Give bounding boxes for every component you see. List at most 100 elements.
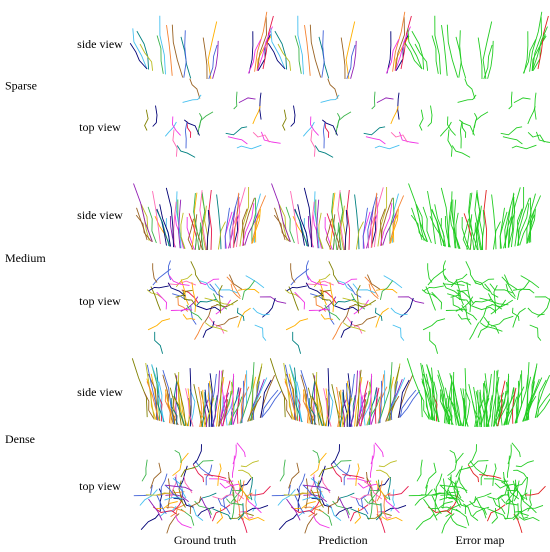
branch (483, 316, 500, 334)
branch (439, 389, 447, 424)
branch (339, 392, 344, 428)
branch (227, 136, 248, 145)
branch (468, 384, 478, 428)
branch (318, 467, 334, 478)
branch (385, 395, 400, 422)
branch (443, 275, 465, 286)
branch (382, 209, 398, 246)
branch (259, 92, 262, 120)
branch (505, 479, 517, 503)
branch (370, 194, 379, 248)
branch (448, 201, 452, 248)
branch (390, 214, 399, 244)
branch (308, 503, 325, 517)
branch (434, 15, 441, 75)
branch (375, 503, 382, 521)
branch (217, 221, 226, 250)
branch (479, 304, 494, 323)
branch (414, 489, 433, 506)
branch (193, 193, 198, 250)
branch (245, 275, 265, 289)
branch (218, 369, 224, 427)
branch (239, 187, 250, 247)
branch (229, 193, 240, 249)
branch (449, 373, 462, 426)
branch (440, 187, 449, 248)
branch (450, 191, 457, 249)
branch (469, 322, 480, 340)
branch (156, 501, 178, 510)
branch (371, 192, 378, 248)
branch (166, 506, 186, 513)
branch (256, 26, 273, 72)
branch (500, 126, 523, 136)
branch (426, 364, 439, 422)
branch (304, 513, 318, 534)
branch (180, 467, 196, 478)
branch (427, 191, 436, 245)
branch (466, 282, 472, 313)
branch (159, 15, 166, 75)
branch (249, 485, 271, 496)
branch (383, 492, 391, 515)
branch (520, 275, 540, 289)
branch (325, 218, 332, 250)
branch (187, 388, 191, 427)
branch (408, 183, 428, 242)
branch (166, 25, 173, 76)
branch (498, 485, 509, 509)
branch (347, 283, 362, 298)
tree-image (404, 11, 549, 80)
tree-image (267, 11, 412, 80)
branch (210, 373, 217, 427)
branch (479, 297, 509, 306)
branch (408, 484, 428, 497)
branch (469, 460, 488, 477)
branch (271, 183, 291, 242)
branch (192, 444, 202, 465)
branch (182, 314, 196, 320)
branch (302, 484, 318, 499)
branch (283, 362, 293, 420)
branch (526, 197, 532, 244)
branch (337, 278, 358, 286)
branch (439, 121, 452, 137)
branch (527, 307, 545, 316)
branch (477, 320, 490, 338)
branch (447, 478, 462, 499)
branch (516, 203, 530, 246)
branch (223, 485, 234, 509)
branch (374, 144, 400, 150)
branch (445, 309, 468, 311)
branch (466, 192, 473, 250)
branch (455, 212, 461, 249)
branch (278, 513, 298, 531)
column-label: Error map (456, 533, 505, 547)
branch (375, 288, 398, 294)
branch (178, 480, 184, 504)
tree-image (408, 442, 546, 534)
branch (502, 136, 523, 145)
branch (136, 30, 150, 70)
branch (516, 280, 531, 300)
branch (165, 187, 174, 248)
branch (461, 304, 478, 321)
branch (427, 105, 433, 127)
branch (184, 122, 188, 149)
branch (294, 209, 308, 247)
branch (329, 460, 352, 469)
branch (504, 512, 529, 520)
branch (289, 364, 302, 422)
branch (145, 362, 155, 420)
branch (129, 43, 148, 70)
branch (247, 395, 262, 422)
branch (376, 514, 386, 534)
group-label: Sparse (5, 78, 37, 92)
branch (338, 497, 350, 519)
branch (346, 316, 363, 334)
branch (175, 191, 182, 249)
branch (389, 197, 395, 244)
branch (290, 263, 296, 283)
branch (156, 367, 165, 423)
